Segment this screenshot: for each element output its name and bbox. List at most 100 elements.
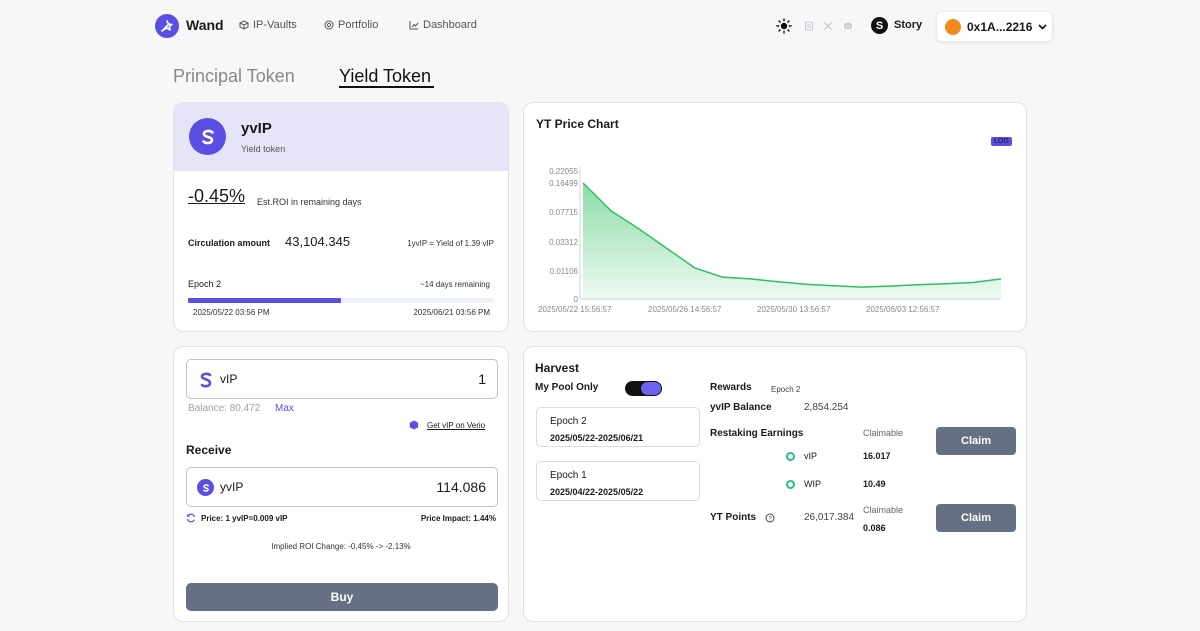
yt-points-label: YT Points bbox=[710, 512, 757, 523]
restaking-claimable-label: Claimable bbox=[863, 428, 904, 438]
vip-token-icon bbox=[200, 372, 212, 388]
y-tick-label: 0.01106 bbox=[550, 267, 579, 276]
price-chart-card: YT Price Chart LOG 0.22055 0.16499 0.07715… bbox=[523, 102, 1027, 332]
y-tick-label: 0.03312 bbox=[549, 238, 578, 247]
info-icon[interactable]: ? bbox=[765, 513, 775, 523]
receive-heading: Receive bbox=[186, 443, 232, 457]
svg-text:?: ? bbox=[768, 516, 772, 523]
verio-icon bbox=[409, 420, 419, 430]
epoch-progress-fill bbox=[188, 298, 341, 303]
harvest-card: Harvest My Pool Only Epoch 2 2025/05/22-… bbox=[523, 346, 1027, 622]
balance-text: Balance: 80.472 bbox=[188, 403, 261, 414]
pay-amount[interactable]: 1 bbox=[478, 371, 486, 387]
active-tab-indicator bbox=[339, 86, 434, 88]
y-tick-label: 0.22055 bbox=[549, 167, 578, 176]
discord-icon[interactable] bbox=[843, 21, 853, 31]
yvip-balance-label: yvIP Balance bbox=[710, 402, 772, 413]
coin-icon bbox=[324, 20, 334, 30]
conversion-rate: 1yvIP = Yield of 1.39 vIP bbox=[407, 239, 494, 248]
nav-label: IP-Vaults bbox=[253, 19, 297, 31]
nav-label: Dashboard bbox=[423, 19, 477, 31]
x-tick-label: 2025/06/03 12:56:57 bbox=[866, 305, 940, 314]
x-twitter-icon[interactable] bbox=[823, 21, 833, 31]
cube-icon bbox=[239, 20, 249, 30]
circulation-value: 43,104.345 bbox=[285, 234, 351, 249]
pay-input[interactable]: vIP 1 bbox=[186, 359, 498, 399]
price-chart: 0.22055 0.16499 0.07715 0.03312 0.01106 0 2025… bbox=[538, 167, 1002, 314]
refresh-icon[interactable] bbox=[186, 513, 196, 523]
receive-token-symbol: yvIP bbox=[220, 480, 244, 494]
harvest-title: Harvest bbox=[535, 361, 580, 375]
pay-token-symbol: vIP bbox=[220, 372, 238, 386]
receive-amount: 114.086 bbox=[436, 479, 486, 495]
y-tick-label: 0.16499 bbox=[549, 179, 578, 188]
epoch-end-date: 2025/06/21 03:56 PM bbox=[413, 308, 490, 317]
my-pool-toggle[interactable] bbox=[625, 381, 662, 396]
y-tick-label: 0 bbox=[574, 295, 579, 304]
max-button[interactable]: Max bbox=[275, 403, 294, 414]
wallet-button[interactable]: 0x1A...2216 bbox=[937, 12, 1052, 41]
nav-ip-vaults[interactable]: IP-Vaults bbox=[239, 19, 297, 31]
yt-points-value: 26,017.384 bbox=[804, 512, 855, 523]
wand-logo-icon[interactable] bbox=[155, 14, 179, 38]
swap-card: vIP 1 Balance: 80.472 Max Get vIP on Ver… bbox=[173, 346, 509, 622]
tab-principal-token[interactable]: Principal Token bbox=[173, 66, 295, 86]
epoch-range: 2025/05/22-2025/06/21 bbox=[550, 433, 644, 443]
nav-label: Portfolio bbox=[338, 19, 379, 31]
wip-label: WIP bbox=[804, 479, 821, 489]
restaking-label: Restaking Earnings bbox=[710, 428, 804, 439]
chevron-down-icon bbox=[1038, 23, 1047, 30]
metamask-fox-icon bbox=[945, 18, 961, 35]
app-name[interactable]: Wand bbox=[186, 17, 224, 33]
token-subtitle: Yield token bbox=[241, 144, 286, 154]
x-tick-label: 2025/05/26 14:56:57 bbox=[648, 305, 722, 314]
story-network-icon[interactable]: S bbox=[871, 17, 888, 34]
points-claimable-label: Claimable bbox=[863, 505, 904, 515]
epoch-progress-track bbox=[188, 298, 493, 303]
roi-change: Implied ROI Change: -0.45% -> -2.13% bbox=[271, 542, 411, 551]
epoch-item[interactable]: Epoch 1 2025/04/22-2025/05/22 bbox=[536, 461, 700, 501]
theme-toggle-icon[interactable] bbox=[776, 18, 792, 34]
price-impact: Price Impact: 1.44% bbox=[420, 514, 496, 523]
toggle-knob bbox=[641, 382, 661, 395]
vip-status-dot bbox=[786, 452, 795, 461]
yvip-token-icon bbox=[197, 479, 214, 496]
price-text: Price: 1 yvIP=0.009 vIP bbox=[201, 514, 288, 523]
roi-label: Est.ROI in remaining days bbox=[257, 197, 362, 207]
wip-value: 10.49 bbox=[863, 479, 886, 489]
log-scale-badge[interactable]: LOG bbox=[991, 137, 1012, 146]
claim-restaking-button[interactable]: Claim bbox=[936, 427, 1016, 455]
network-name[interactable]: Story bbox=[894, 19, 923, 31]
rewards-label: Rewards bbox=[710, 382, 752, 393]
tab-yield-token[interactable]: Yield Token bbox=[339, 66, 432, 86]
epoch-item[interactable]: Epoch 2 2025/05/22-2025/06/21 bbox=[536, 407, 700, 447]
epoch-range: 2025/04/22-2025/05/22 bbox=[550, 487, 644, 497]
get-vip-link[interactable]: Get vIP on Verio bbox=[427, 421, 486, 430]
rewards-epoch: Epoch 2 bbox=[771, 385, 801, 394]
circulation-label: Circulation amount bbox=[188, 238, 271, 248]
buy-button[interactable]: Buy bbox=[186, 583, 498, 611]
yvip-token-icon bbox=[189, 118, 226, 155]
nav-dashboard[interactable]: Dashboard bbox=[409, 19, 477, 31]
wallet-address: 0x1A...2216 bbox=[967, 19, 1033, 34]
chart-title: YT Price Chart bbox=[536, 117, 619, 131]
y-tick-label: 0.07715 bbox=[549, 208, 578, 217]
claim-points-button[interactable]: Claim bbox=[936, 504, 1016, 532]
roi-value: -0.45% bbox=[188, 186, 246, 206]
wip-status-dot bbox=[786, 480, 795, 489]
epoch-name: Epoch 1 bbox=[550, 470, 587, 481]
remaining-days: ~14 days remaining bbox=[419, 280, 490, 289]
token-info-card: yvIP Yield token -0.45% Est.ROI in remai… bbox=[173, 102, 509, 332]
epoch-label: Epoch 2 bbox=[188, 279, 222, 289]
yvip-balance-value: 2,854.254 bbox=[804, 402, 849, 413]
token-header: yvIP Yield token bbox=[174, 103, 508, 171]
nav-portfolio[interactable]: Portfolio bbox=[324, 19, 378, 31]
vip-value: 16.017 bbox=[863, 451, 891, 461]
token-name: yvIP bbox=[241, 120, 272, 137]
points-claimable-value: 0.086 bbox=[863, 523, 886, 533]
x-tick-label: 2025/05/30 13:56:57 bbox=[757, 305, 831, 314]
epoch-name: Epoch 2 bbox=[550, 416, 587, 427]
price-line bbox=[582, 182, 1002, 288]
document-icon[interactable] bbox=[804, 21, 814, 31]
price-area bbox=[583, 183, 1001, 299]
